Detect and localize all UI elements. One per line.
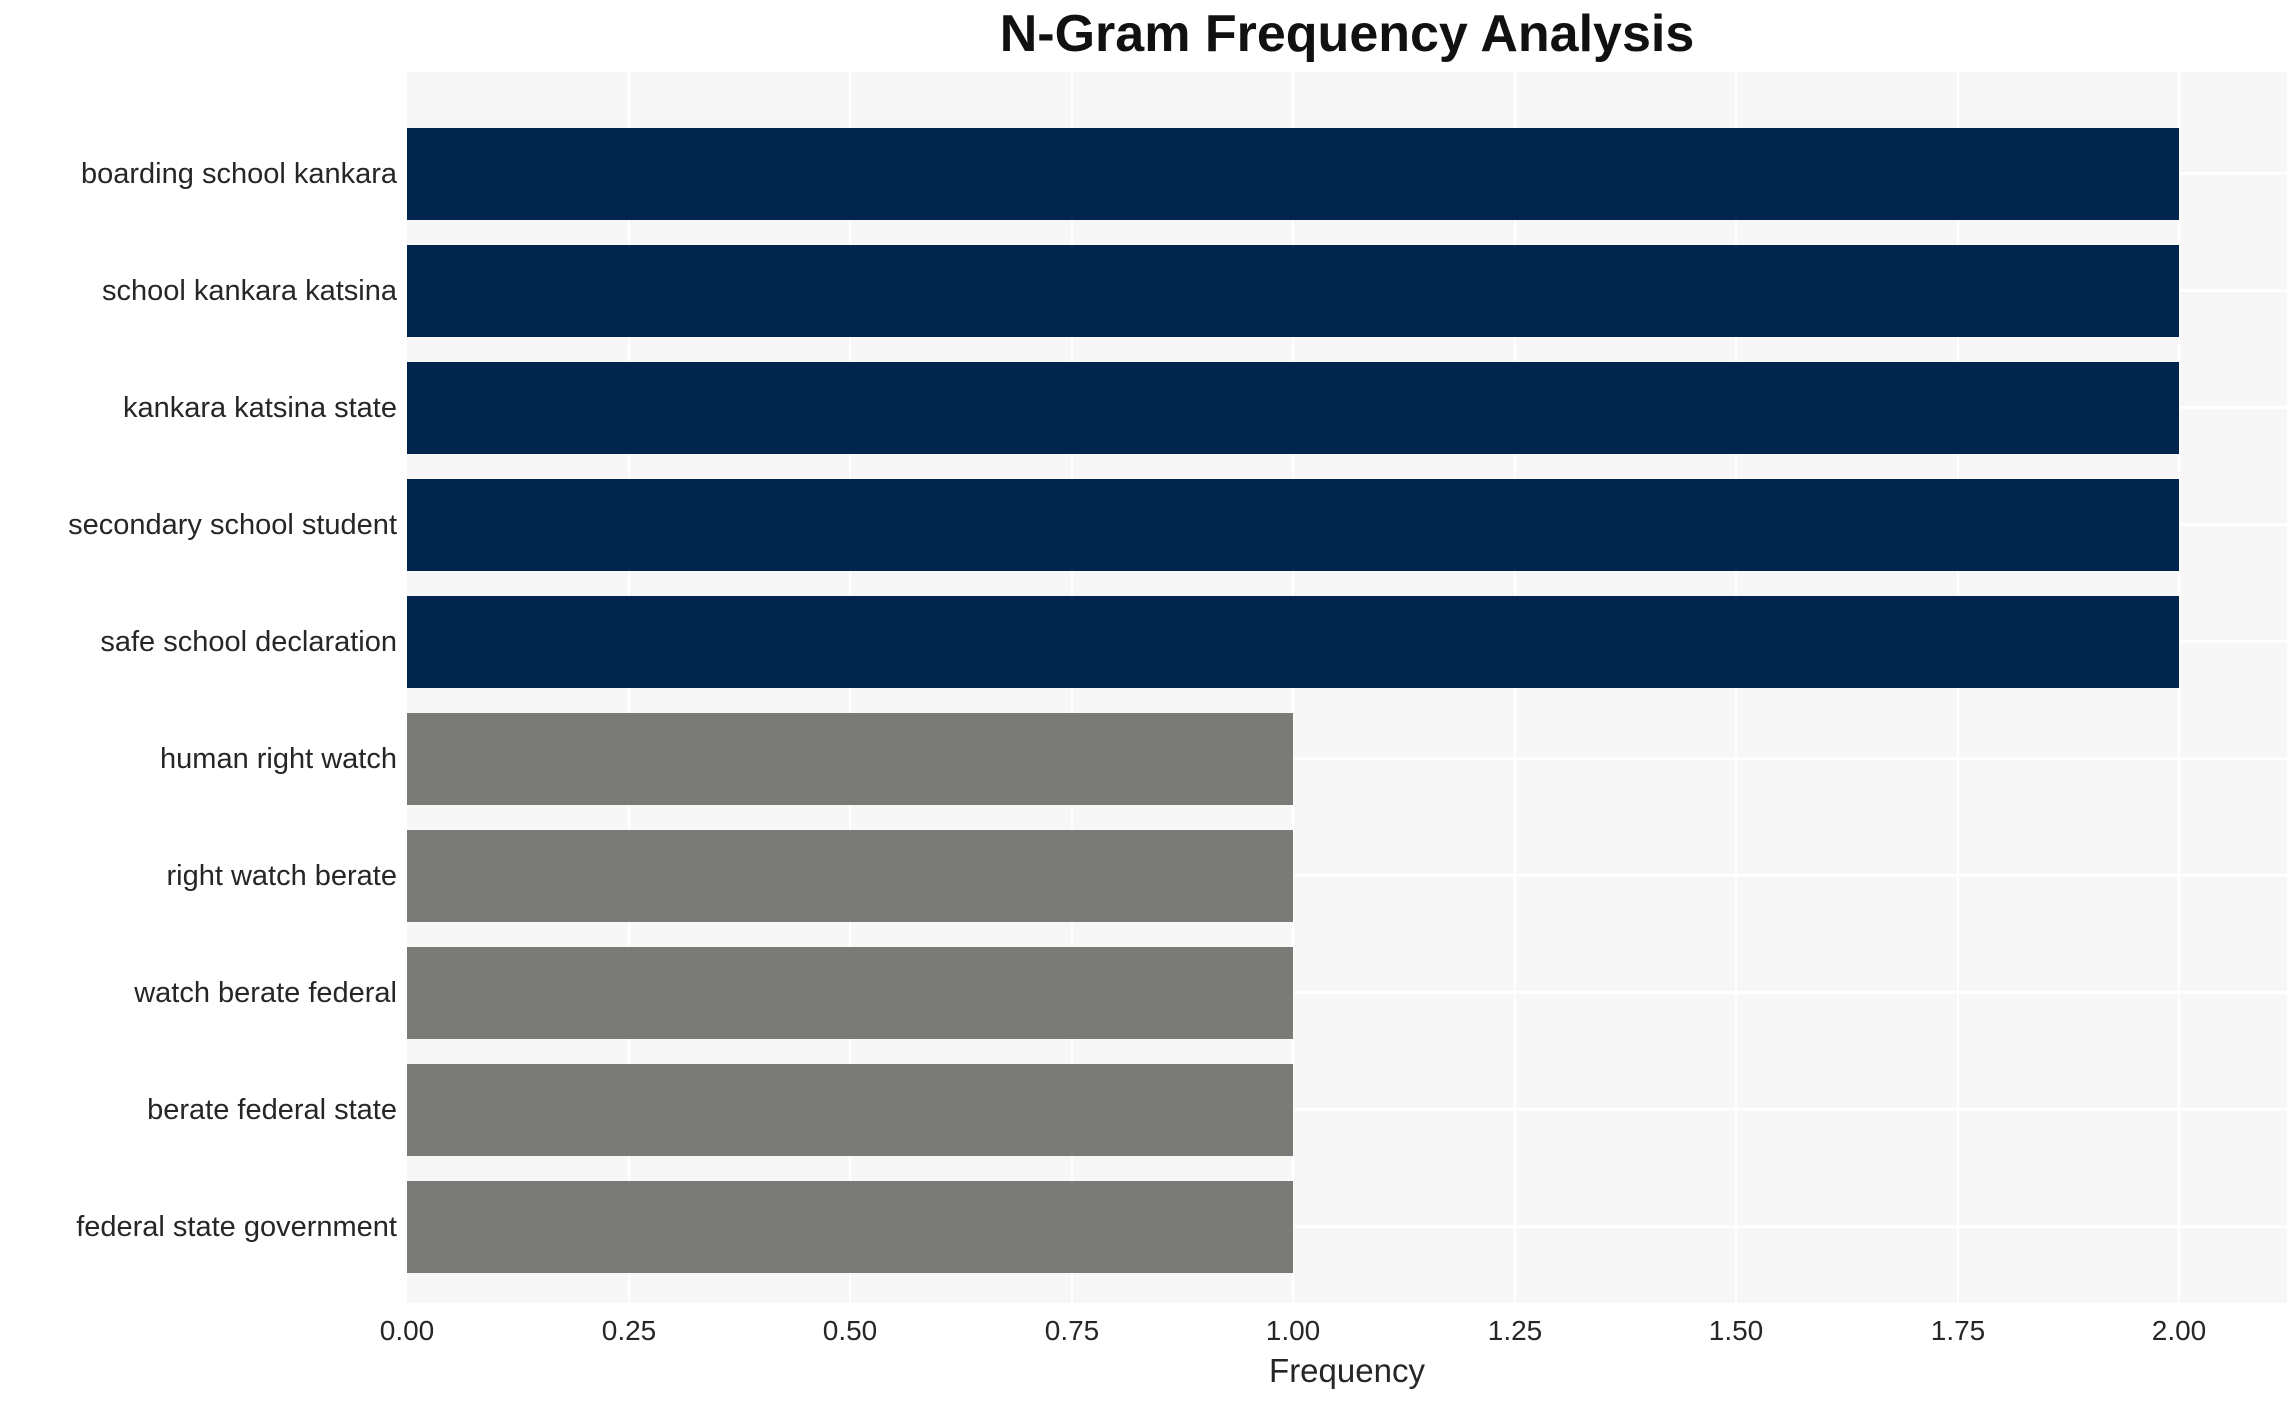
- x-tick-label: 2.00: [2151, 1315, 2207, 1346]
- plot-area: [407, 72, 2287, 1303]
- horizontal-gridline: [407, 991, 2287, 994]
- bar-watch-berate-federal: [407, 947, 1293, 1039]
- y-axis-label: berate federal state: [147, 1094, 397, 1126]
- y-axis-labels: boarding school kankara school kankara ka…: [0, 0, 397, 1402]
- x-tick-label: 0.25: [601, 1315, 657, 1346]
- x-tick-label: 0.50: [822, 1315, 878, 1346]
- bar-safe-school-declaration: [407, 596, 2179, 688]
- chart-title: N-Gram Frequency Analysis: [999, 5, 1695, 63]
- y-axis-label: boarding school kankara: [81, 158, 397, 190]
- bar-boarding-school-kankara: [407, 128, 2179, 220]
- x-tick-label: 0.00: [379, 1315, 435, 1346]
- x-tick-label: 1.00: [1265, 1315, 1321, 1346]
- x-tick-label: 1.25: [1487, 1315, 1543, 1346]
- vertical-gridline: [2178, 72, 2180, 1303]
- y-axis-label: school kankara katsina: [102, 275, 397, 307]
- x-tick-label: 1.50: [1708, 1315, 1764, 1346]
- y-axis-label: human right watch: [160, 743, 397, 775]
- x-tick-label: 0.75: [1044, 1315, 1100, 1346]
- bar-berate-federal-state: [407, 1064, 1293, 1156]
- bar-secondary-school-student: [407, 479, 2179, 571]
- y-axis-label: right watch berate: [166, 860, 397, 892]
- y-axis-label: secondary school student: [68, 509, 397, 541]
- bar-human-right-watch: [407, 713, 1293, 805]
- y-axis-label: federal state government: [76, 1211, 397, 1243]
- bar-school-kankara-katsina: [407, 245, 2179, 337]
- horizontal-gridline: [407, 874, 2287, 877]
- horizontal-gridline: [407, 757, 2287, 760]
- bar-kankara-katsina-state: [407, 362, 2179, 454]
- y-axis-label: watch berate federal: [134, 977, 397, 1009]
- x-tick-label: 1.75: [1930, 1315, 1986, 1346]
- bar-right-watch-berate: [407, 830, 1293, 922]
- y-axis-label: kankara katsina state: [122, 392, 397, 424]
- horizontal-gridline: [407, 1225, 2287, 1228]
- y-axis-label: safe school declaration: [100, 626, 397, 658]
- x-axis-title: Frequency: [1269, 1352, 1425, 1389]
- horizontal-gridline: [407, 1108, 2287, 1111]
- bar-federal-state-government: [407, 1181, 1293, 1273]
